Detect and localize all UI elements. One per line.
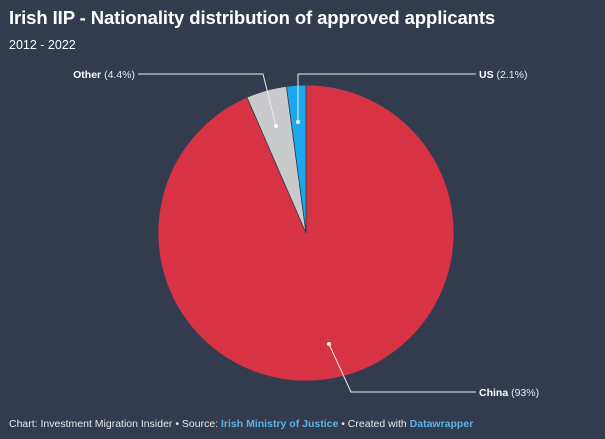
- slice-name-other: Other: [73, 69, 101, 81]
- footer-credit: Chart: Investment Migration Insider • So…: [9, 418, 222, 430]
- chart-subtitle: 2012 - 2022: [9, 38, 76, 52]
- slice-value-china: (93%): [508, 387, 539, 399]
- pie-slice-us: [285, 84, 307, 234]
- callout-dot-china: [327, 342, 331, 346]
- callout-line-other: [138, 73, 277, 127]
- pie-callouts: China (93%) Other (4.4%) US (2.1%): [73, 69, 539, 399]
- footer-created: • Created with: [338, 418, 410, 430]
- callout-dot-us: [296, 120, 300, 124]
- callout-label-china: China (93%): [479, 387, 539, 399]
- chart-footer: Chart: Investment Migration Insider • So…: [9, 418, 473, 430]
- callout-label-other: Other (4.4%): [73, 69, 135, 81]
- slice-name-us: US: [479, 69, 494, 81]
- callout-label-us: US (2.1%): [479, 69, 527, 81]
- callout-line-us: [297, 73, 476, 122]
- datawrapper-link[interactable]: Datawrapper: [409, 418, 474, 430]
- callout-line-china: [328, 343, 476, 393]
- chart-title: Irish IIP - Nationality distribution of …: [9, 7, 496, 28]
- callout-dot-other: [274, 124, 278, 128]
- slice-value-us: (2.1%): [494, 69, 528, 81]
- pie-slices: [157, 84, 455, 382]
- slice-name-china: China: [479, 387, 508, 399]
- slice-value-other: (4.4%): [101, 69, 135, 81]
- source-link[interactable]: Irish Ministry of Justice: [221, 418, 339, 430]
